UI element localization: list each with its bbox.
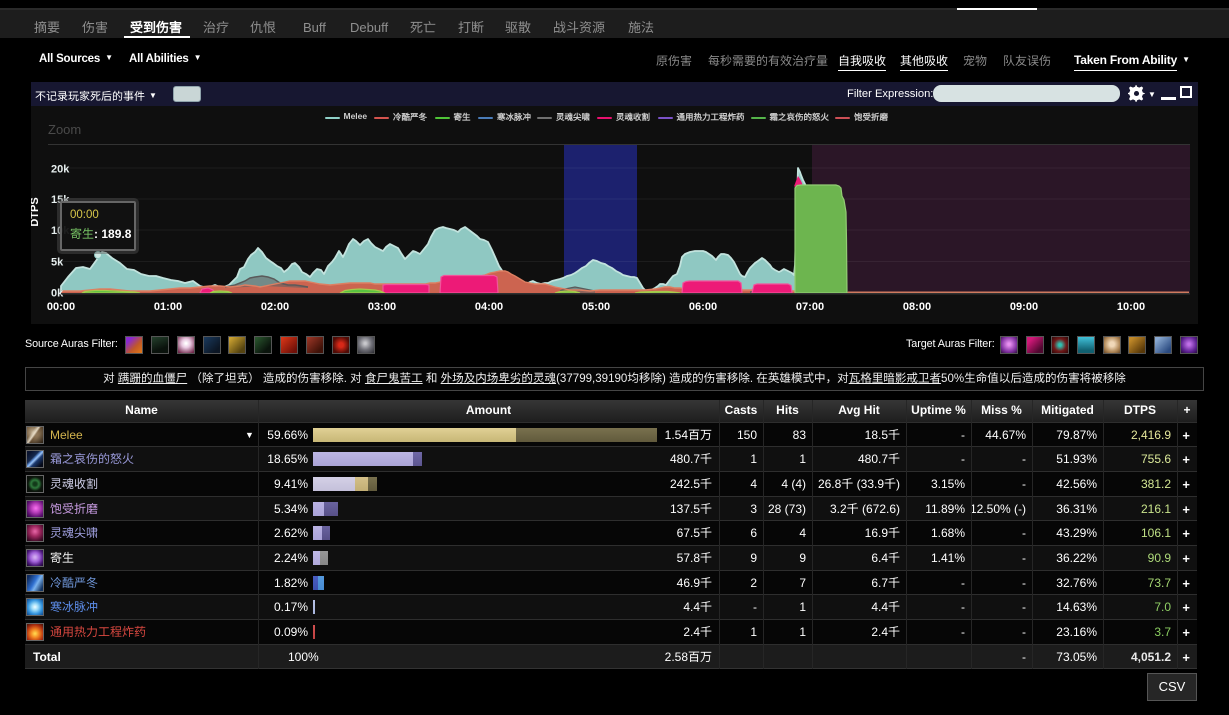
svg-text:0k: 0k [51, 288, 64, 300]
svg-text:02:00: 02:00 [261, 301, 289, 313]
svg-text:05:00: 05:00 [582, 301, 610, 313]
svg-text:03:00: 03:00 [368, 301, 396, 313]
svg-text:Zoom: Zoom [48, 122, 81, 137]
svg-text:09:00: 09:00 [1010, 301, 1038, 313]
svg-text:00:00: 00:00 [47, 301, 75, 313]
svg-text:06:00: 06:00 [689, 301, 717, 313]
svg-text:04:00: 04:00 [475, 301, 503, 313]
svg-text:5k: 5k [51, 257, 64, 269]
svg-text:07:00: 07:00 [796, 301, 824, 313]
svg-text:08:00: 08:00 [903, 301, 931, 313]
svg-text:DTPS: DTPS [31, 197, 41, 226]
svg-text:20k: 20k [51, 164, 70, 176]
svg-text:10:00: 10:00 [1117, 301, 1145, 313]
svg-text:01:00: 01:00 [154, 301, 182, 313]
